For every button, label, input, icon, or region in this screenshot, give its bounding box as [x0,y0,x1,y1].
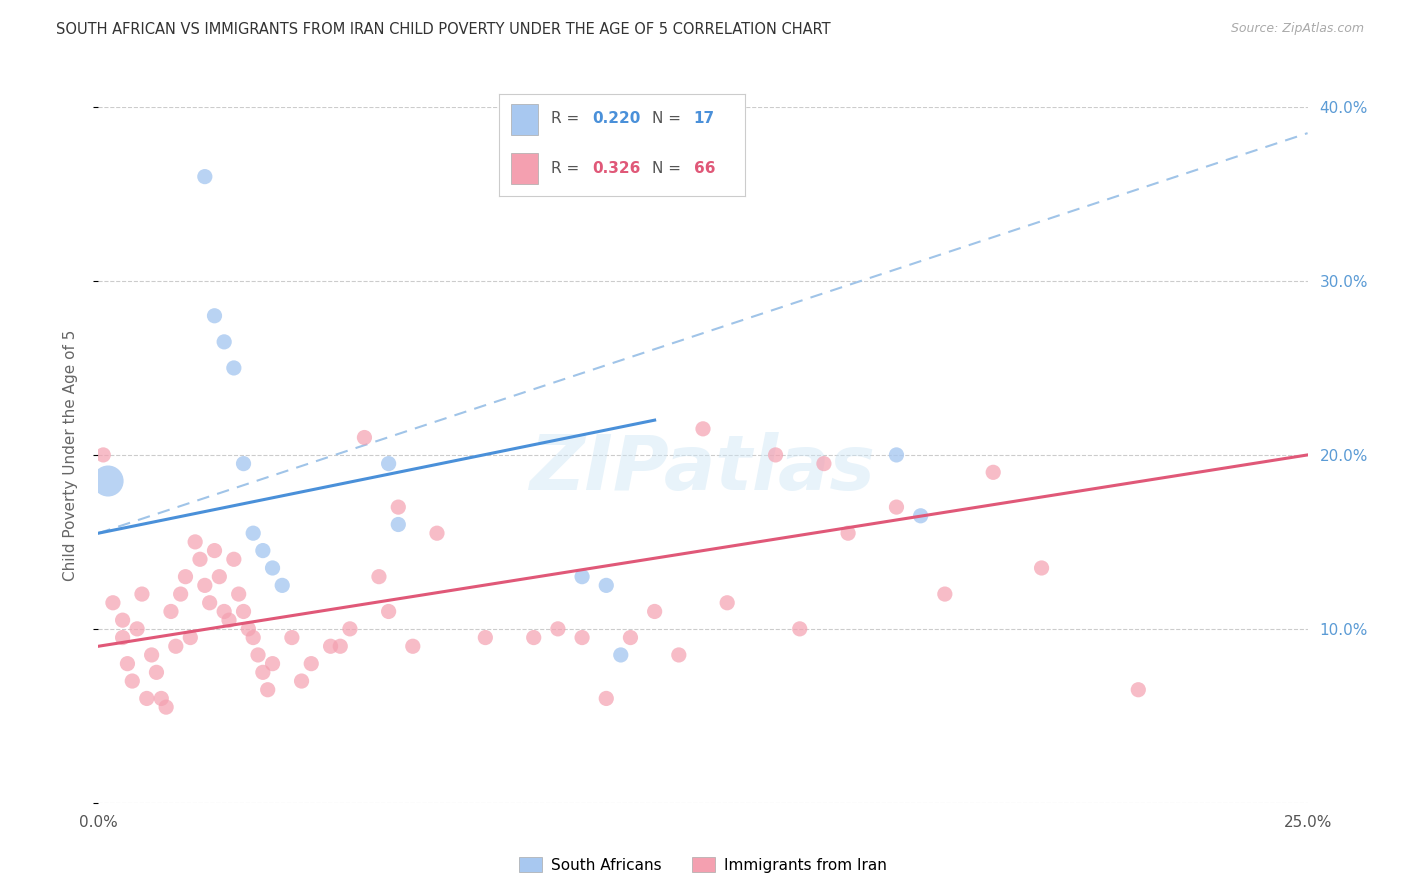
Point [290,674,312,689]
Point [571,631,593,645]
Point [934,587,956,601]
Point [610,648,633,662]
Point [692,422,714,436]
Point [252,665,274,680]
Point [281,631,304,645]
Point [813,457,835,471]
Point [981,466,1004,480]
Point [886,500,908,514]
Text: SOUTH AFRICAN VS IMMIGRANTS FROM IRAN CHILD POVERTY UNDER THE AGE OF 5 CORRELATI: SOUTH AFRICAN VS IMMIGRANTS FROM IRAN CH… [56,22,831,37]
Point [247,648,270,662]
Point [299,657,322,671]
Point [179,631,201,645]
Point [252,543,274,558]
Point [232,457,254,471]
Text: 0.326: 0.326 [593,161,641,176]
Bar [512,153,538,184]
Point [97,474,120,488]
Text: N =: N = [652,161,686,176]
Point [377,457,399,471]
Point [184,534,207,549]
Point [155,700,177,714]
Point [232,605,254,619]
Point [377,605,399,619]
Point [402,639,425,653]
Point [765,448,787,462]
Point [194,578,217,592]
Point [368,570,391,584]
Point [141,648,163,662]
Point [169,587,191,601]
Point [150,691,173,706]
Text: Source: ZipAtlas.com: Source: ZipAtlas.com [1230,22,1364,36]
Point [204,309,226,323]
Point [319,639,342,653]
Point [198,596,221,610]
Point [262,657,284,671]
Point [387,517,409,532]
Point [474,631,496,645]
Text: R =: R = [551,161,583,176]
Point [329,639,352,653]
Point [1031,561,1053,575]
Point [238,622,260,636]
Point [222,360,245,375]
Point [644,605,666,619]
Point [228,587,250,601]
Text: R =: R = [551,112,583,127]
Point [111,631,134,645]
Point [595,691,617,706]
Point [716,596,738,610]
Point [242,526,264,541]
Point [204,543,226,558]
Text: 0.220: 0.220 [593,112,641,127]
Point [101,596,124,610]
Point [789,622,811,636]
Point [353,431,375,445]
Point [160,605,183,619]
Point [256,682,278,697]
Text: 17: 17 [693,112,714,127]
Point [571,570,593,584]
Point [271,578,294,592]
Legend: South Africans, Immigrants from Iran: South Africans, Immigrants from Iran [513,850,893,879]
Point [547,622,569,636]
Point [619,631,641,645]
Point [1128,682,1150,697]
Point [212,605,235,619]
Point [127,622,149,636]
Point [145,665,167,680]
Point [387,500,409,514]
Text: N =: N = [652,112,686,127]
Point [886,448,908,462]
Bar [512,104,538,135]
Point [174,570,197,584]
Point [208,570,231,584]
Point [339,622,361,636]
Point [242,631,264,645]
Point [595,578,617,592]
Point [135,691,157,706]
Point [910,508,932,523]
Text: ZIPatlas: ZIPatlas [530,432,876,506]
Point [117,657,139,671]
Y-axis label: Child Poverty Under the Age of 5: Child Poverty Under the Age of 5 [63,329,77,581]
Point [111,613,134,627]
Point [131,587,153,601]
Point [426,526,449,541]
Point [188,552,211,566]
Text: 66: 66 [693,161,716,176]
Point [121,674,143,689]
Point [212,334,235,349]
Point [165,639,187,653]
Point [194,169,217,184]
Point [91,448,114,462]
Point [262,561,284,575]
Point [218,613,240,627]
Point [222,552,245,566]
Point [523,631,546,645]
Point [668,648,690,662]
Point [837,526,859,541]
